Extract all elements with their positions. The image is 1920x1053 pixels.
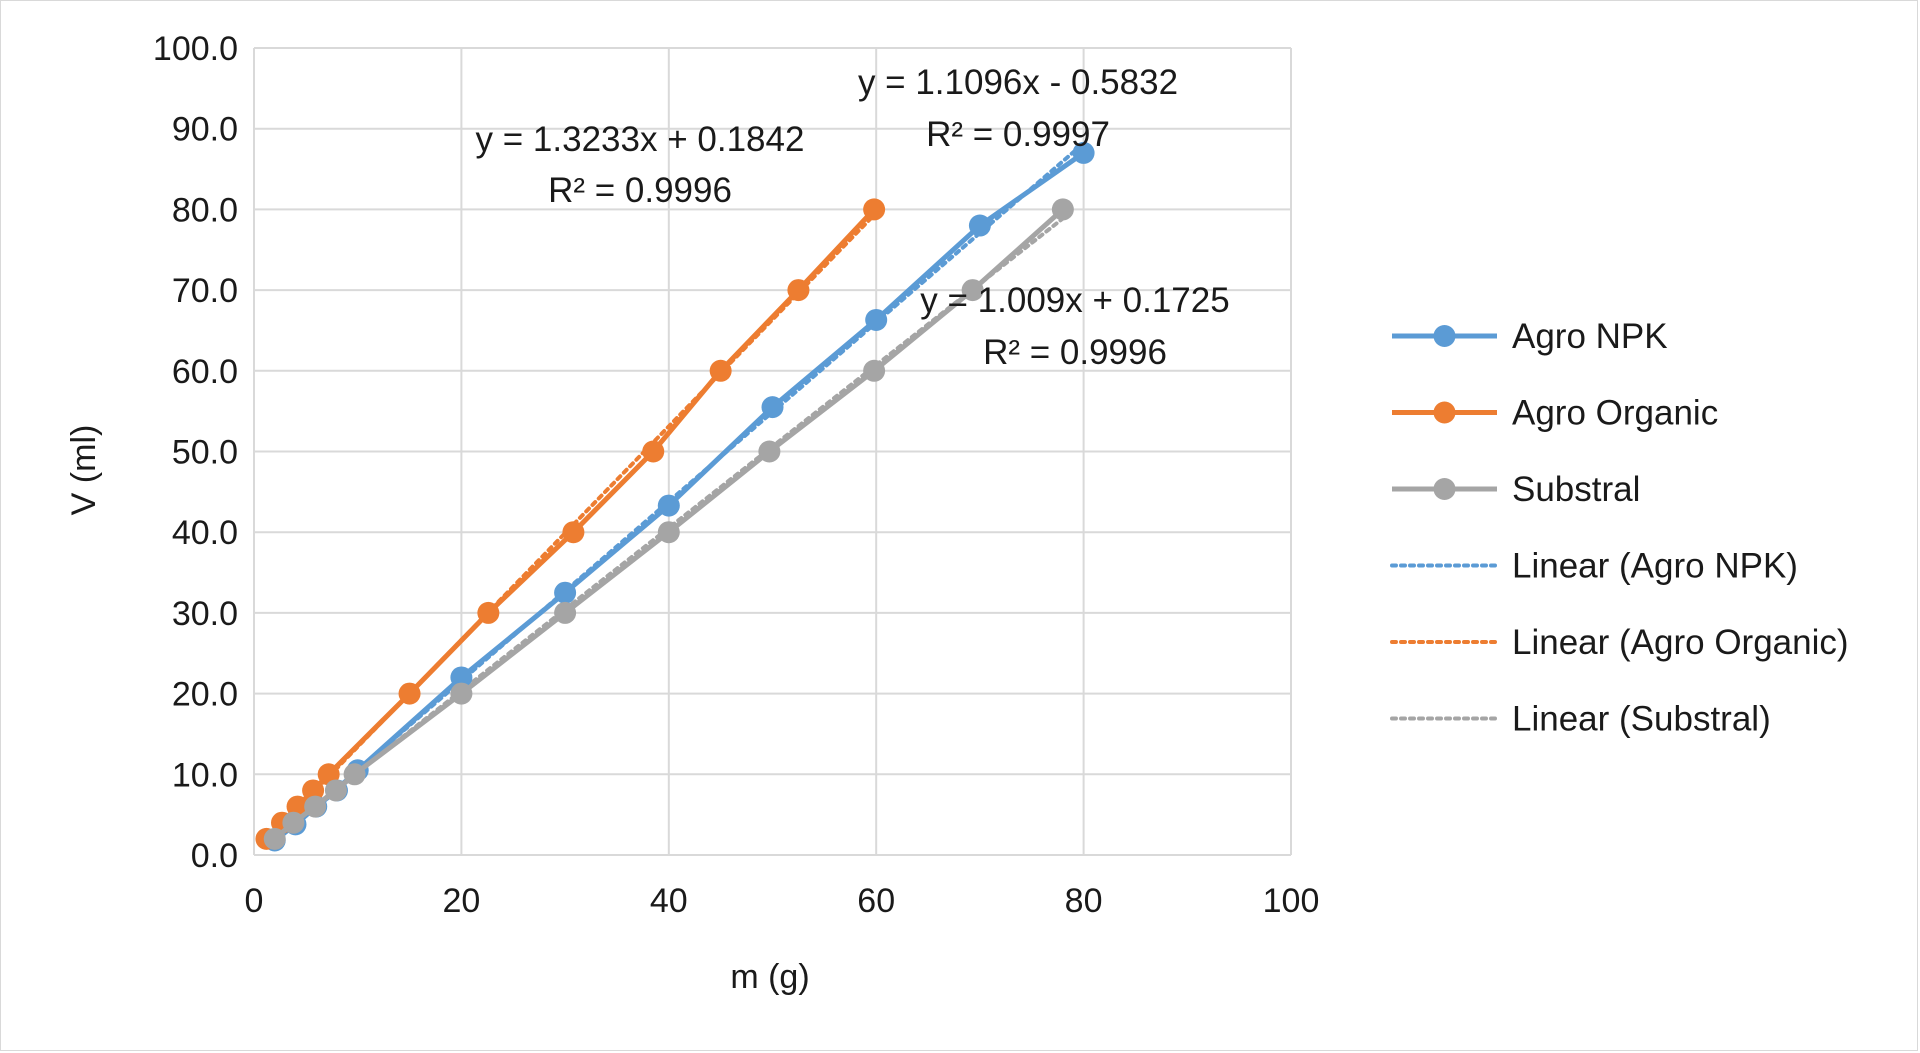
x-tick-label: 20: [442, 882, 480, 920]
data-point: [968, 214, 991, 237]
data-point: [343, 763, 366, 786]
legend-label: Substral: [1512, 470, 1640, 509]
y-tick-label: 20.0: [172, 676, 238, 714]
equation-text: y = 1.009x + 0.1725: [920, 281, 1229, 320]
data-point: [554, 581, 577, 604]
y-tick-label: 50.0: [172, 434, 238, 472]
trendlines: [264, 141, 1086, 844]
legend-label: Agro Organic: [1512, 394, 1718, 433]
legend-label: Linear (Agro NPK): [1512, 547, 1798, 586]
y-tick-label: 70.0: [172, 272, 238, 310]
x-tick-label: 60: [857, 882, 895, 920]
data-point: [562, 521, 585, 544]
series-agro-npk: [263, 141, 1095, 852]
data-point: [657, 521, 680, 544]
equation-label-substral: y = 1.009x + 0.1725 R² = 0.9996: [920, 281, 1229, 372]
y-tick-label: 60.0: [172, 353, 238, 391]
series-agro-organic: [255, 198, 886, 850]
y-tick-label: 10.0: [172, 756, 238, 794]
legend-item: Linear (Substral): [1390, 700, 1771, 739]
data-point: [709, 359, 732, 382]
legend: Agro NPK Agro Organic Substral Linear (Agro…: [1390, 317, 1849, 739]
legend-item: Linear (Agro NPK): [1390, 547, 1798, 586]
data-point: [1072, 141, 1095, 164]
r-squared-text: R² = 0.9996: [983, 333, 1167, 372]
tick-labels: 0.0 10.0 20.0 30.0 40.0 50.0 60.0 70.0 80.0 90.0 1…: [153, 30, 1319, 920]
data-point: [657, 494, 680, 517]
data-point: [863, 359, 886, 382]
data-point: [758, 440, 781, 463]
data-point: [554, 601, 577, 624]
series-substral: [263, 198, 1074, 850]
data-point: [863, 198, 886, 221]
x-tick-label: 100: [1263, 882, 1320, 920]
legend-label: Linear (Substral): [1512, 700, 1771, 739]
equation-text: y = 1.3233x + 0.1842: [476, 120, 805, 159]
y-tick-label: 30.0: [172, 595, 238, 633]
data-point: [961, 279, 984, 302]
data-point: [398, 682, 421, 705]
y-axis-title: V (ml): [65, 425, 103, 516]
x-tick-label: 40: [650, 882, 688, 920]
y-tick-label: 40.0: [172, 514, 238, 552]
series-line: [273, 150, 1086, 843]
legend-label: Linear (Agro Organic): [1512, 623, 1849, 662]
legend-marker: [1433, 478, 1456, 500]
r-squared-text: R² = 0.9997: [926, 115, 1110, 154]
legend-item: Substral: [1392, 470, 1640, 509]
legend-item: Agro NPK: [1392, 317, 1668, 356]
y-tick-label: 90.0: [172, 111, 238, 149]
legend-label: Agro NPK: [1512, 317, 1668, 356]
y-tick-label: 100.0: [153, 30, 238, 68]
data-point: [450, 682, 473, 705]
data-point: [865, 308, 888, 331]
equation-text: y = 1.1096x - 0.5832: [858, 63, 1178, 102]
data-point: [302, 779, 325, 802]
data-series: [255, 141, 1095, 852]
legend-marker: [1433, 325, 1456, 347]
data-point: [761, 396, 784, 419]
data-point: [450, 666, 473, 689]
data-point: [477, 601, 500, 624]
data-point: [324, 779, 347, 802]
legend-marker: [1433, 401, 1456, 424]
legend-item: Linear (Agro Organic): [1390, 623, 1849, 662]
y-tick-label: 80.0: [172, 191, 238, 229]
y-tick-label: 0.0: [191, 837, 238, 875]
gridlines: [253, 47, 1292, 856]
data-point: [282, 811, 305, 834]
r-squared-text: R² = 0.9996: [548, 171, 732, 210]
data-point: [642, 440, 665, 463]
x-axis-title: m (g): [730, 958, 809, 996]
data-point: [304, 795, 327, 818]
legend-item: Agro Organic: [1392, 394, 1718, 433]
x-tick-label: 80: [1065, 882, 1103, 920]
data-point: [263, 827, 286, 850]
equation-label-agro-organic: y = 1.3233x + 0.1842 R² = 0.9996: [476, 120, 805, 210]
x-tick-label: 0: [245, 882, 264, 920]
data-point: [787, 279, 810, 302]
data-point: [1051, 198, 1074, 221]
equation-label-agro-npk: y = 1.1096x - 0.5832 R² = 0.9997: [858, 63, 1178, 154]
